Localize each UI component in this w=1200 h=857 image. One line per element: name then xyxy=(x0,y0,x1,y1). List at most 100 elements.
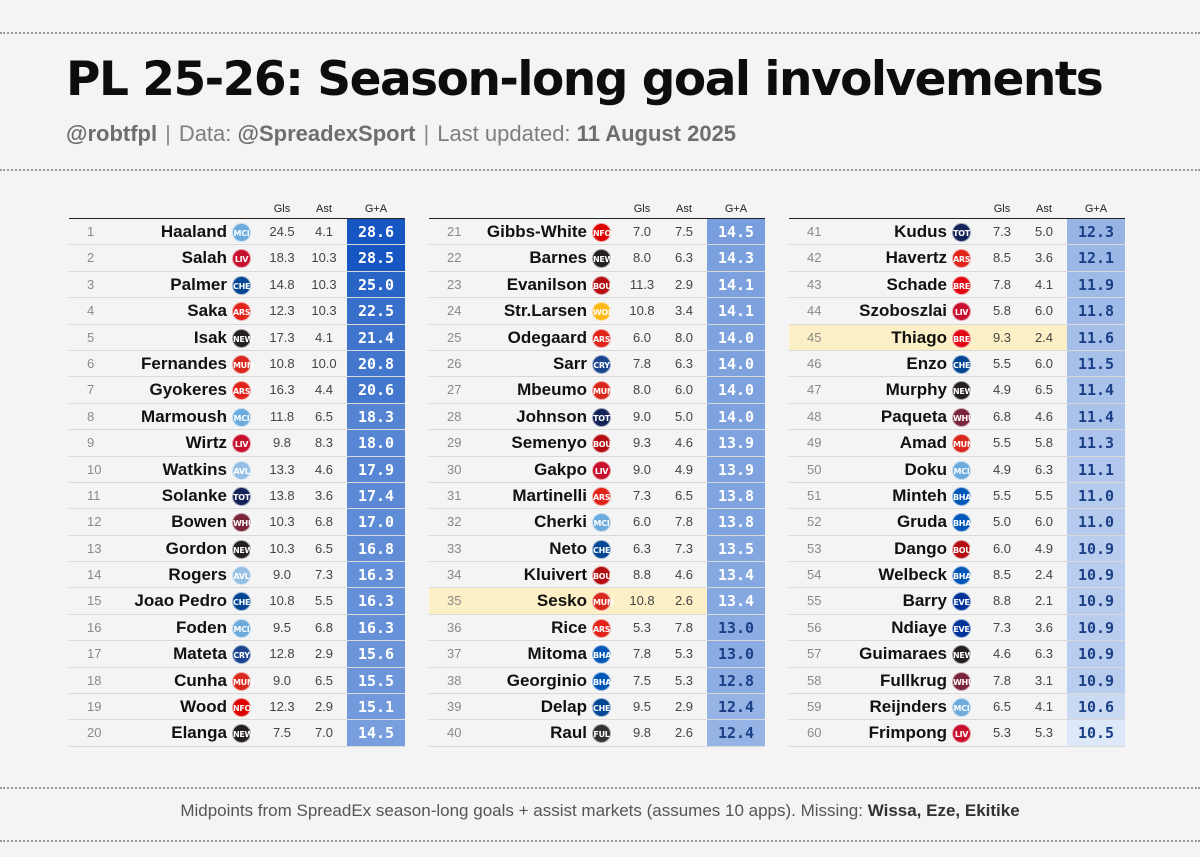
ga-cell: 14.0 xyxy=(707,377,765,403)
rank-cell: 42 xyxy=(807,250,822,266)
ga-cell: 11.4 xyxy=(1067,403,1125,430)
rank-cell: 39 xyxy=(447,699,462,715)
goals-cell: 7.5 xyxy=(632,672,652,688)
ga-cell: 12.3 xyxy=(1067,219,1125,245)
assists-cell: 4.6 xyxy=(314,461,334,477)
assists-cell: 6.5 xyxy=(314,672,334,688)
data-source: @SpreadexSport xyxy=(237,121,416,146)
player-name: Amad xyxy=(899,433,947,453)
rank-cell: 7 xyxy=(87,382,95,398)
data-label: Data: xyxy=(178,121,232,146)
club-crest-icon: BHA xyxy=(952,566,971,586)
player-name: Fullkrug xyxy=(879,670,947,690)
player-name: Rogers xyxy=(168,565,227,585)
player-name: Georginio xyxy=(506,670,587,690)
assists-cell: 5.3 xyxy=(674,672,694,688)
table-row: 42 Havertz ARS 8.5 3.6 12.1 xyxy=(789,245,1125,272)
ga-cell: 13.0 xyxy=(707,641,765,667)
rank-cell: 40 xyxy=(447,725,462,741)
table-row: 18 Cunha MUN 9.0 6.5 15.5 xyxy=(69,667,405,695)
table-row: 59 Reijnders MCI 6.5 4.1 10.6 xyxy=(789,694,1125,721)
assists-cell: 3.1 xyxy=(1034,672,1054,688)
goals-cell: 6.0 xyxy=(632,514,652,530)
goals-cell: 8.8 xyxy=(992,593,1012,609)
rank-cell: 28 xyxy=(447,408,462,424)
table-row: 4 Saka ARS 12.3 10.3 22.5 xyxy=(69,298,405,325)
rank-cell: 49 xyxy=(807,435,822,451)
assists-cell: 2.1 xyxy=(1034,593,1054,609)
table-row: 6 Fernandes MUN 10.8 10.0 20.8 xyxy=(69,350,405,378)
player-name: Delap xyxy=(540,697,587,717)
table-row: 49 Amad MUN 5.5 5.8 11.3 xyxy=(789,430,1125,457)
assists-cell: 6.3 xyxy=(674,250,694,266)
rank-cell: 23 xyxy=(447,276,462,292)
rank-cell: 12 xyxy=(87,514,102,530)
table-row: 50 Doku MCI 4.9 6.3 11.1 xyxy=(789,456,1125,483)
player-name: Schade xyxy=(886,274,947,294)
club-crest-icon: LIV xyxy=(952,302,971,322)
player-name: Isak xyxy=(193,327,227,347)
ga-cell: 28.5 xyxy=(347,245,405,271)
club-crest-icon: ARS xyxy=(232,302,251,322)
ga-cell: 10.9 xyxy=(1067,667,1125,694)
assists-cell: 2.6 xyxy=(674,593,694,609)
table-row: 24 Str.Larsen WOL 10.8 3.4 14.1 xyxy=(429,298,765,325)
goals-cell: 6.5 xyxy=(992,699,1012,715)
goals-cell: 10.8 xyxy=(269,593,295,609)
table-row: 30 Gakpo LIV 9.0 4.9 13.9 xyxy=(429,456,765,483)
table-header: Gls Ast G+A xyxy=(789,203,1125,218)
rank-cell: 25 xyxy=(447,329,462,345)
ga-cell: 14.1 xyxy=(707,271,765,298)
goals-cell: 16.3 xyxy=(269,382,295,398)
ga-cell: 12.4 xyxy=(707,694,765,720)
rank-cell: 22 xyxy=(447,250,462,266)
player-name: Gyokeres xyxy=(149,380,228,400)
rank-cell: 26 xyxy=(447,355,462,371)
assists-cell: 7.3 xyxy=(674,540,694,556)
footnote: Midpoints from SpreadEx season-long goal… xyxy=(0,801,1200,821)
ga-cell: 12.4 xyxy=(707,720,765,746)
rank-cell: 6 xyxy=(87,355,95,371)
rank-cell: 8 xyxy=(87,408,95,424)
player-name: Mitoma xyxy=(527,644,588,664)
player-name: Doku xyxy=(904,459,948,479)
assists-cell: 6.0 xyxy=(1034,355,1054,371)
goals-cell: 12.3 xyxy=(269,699,295,715)
rank-cell: 27 xyxy=(447,382,462,398)
goals-cell: 12.8 xyxy=(269,646,295,662)
assists-cell: 6.5 xyxy=(314,408,334,424)
goals-cell: 9.8 xyxy=(632,725,652,741)
player-name: Mateta xyxy=(173,644,227,664)
goals-cell: 17.3 xyxy=(269,329,295,345)
goals-cell: 6.0 xyxy=(632,329,652,345)
rank-cell: 14 xyxy=(87,567,102,583)
goals-cell: 10.8 xyxy=(269,355,295,371)
goals-cell: 9.0 xyxy=(632,461,652,477)
goals-cell: 12.3 xyxy=(269,303,295,319)
club-crest-icon: CHE xyxy=(232,592,251,612)
column-header-goals: Gls xyxy=(993,203,1011,215)
rank-cell: 19 xyxy=(87,699,102,715)
assists-cell: 3.4 xyxy=(674,303,694,319)
column-header-goals: Gls xyxy=(633,203,651,215)
table-row: 20 Elanga NEW 7.5 7.0 14.5 xyxy=(69,720,405,747)
assists-cell: 4.6 xyxy=(1034,408,1054,424)
rank-cell: 53 xyxy=(807,540,822,556)
top-divider xyxy=(0,32,1200,34)
assists-cell: 6.0 xyxy=(674,382,694,398)
ga-cell: 17.0 xyxy=(347,509,405,535)
assists-cell: 2.9 xyxy=(314,699,334,715)
ga-cell: 16.3 xyxy=(347,614,405,641)
player-name: Cunha xyxy=(174,670,227,690)
club-crest-icon: ARS xyxy=(232,381,251,401)
ga-cell: 14.0 xyxy=(707,403,765,430)
column-header-ga: G+A xyxy=(724,203,748,215)
club-crest-icon: NEW xyxy=(592,249,613,269)
table-row: 7 Gyokeres ARS 16.3 4.4 20.6 xyxy=(69,377,405,404)
table-row: 19 Wood NFO 12.3 2.9 15.1 xyxy=(69,694,405,721)
club-crest-icon: BOU xyxy=(952,539,972,559)
table-row: 23 Evanilson BOU 11.3 2.9 14.1 xyxy=(429,271,765,299)
assists-cell: 5.5 xyxy=(1034,487,1054,503)
assists-cell: 5.3 xyxy=(674,646,694,662)
club-crest-icon: MCI xyxy=(232,618,251,638)
